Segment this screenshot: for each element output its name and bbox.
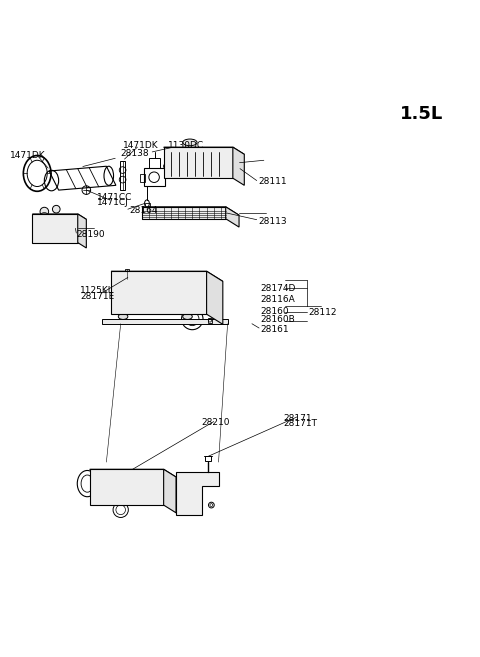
Polygon shape [176, 472, 218, 514]
Text: 1471DK: 1471DK [10, 151, 46, 160]
Bar [188, 303, 202, 309]
Ellipse shape [183, 313, 192, 319]
Bar [115, 284, 129, 290]
Polygon shape [90, 469, 176, 477]
Bar [144, 203, 150, 207]
Bar [115, 293, 129, 300]
Text: 28138: 28138 [83, 148, 149, 166]
Polygon shape [33, 214, 86, 219]
Text: 28190: 28190 [77, 229, 106, 238]
Ellipse shape [208, 304, 213, 308]
Bar [133, 284, 147, 290]
Ellipse shape [40, 208, 48, 216]
Bar [169, 274, 184, 281]
Text: 28160: 28160 [261, 307, 289, 316]
Polygon shape [78, 214, 86, 248]
Ellipse shape [208, 310, 212, 313]
Text: 28164: 28164 [129, 206, 158, 215]
Bar [133, 293, 147, 300]
Bar [124, 269, 129, 279]
Polygon shape [111, 271, 206, 314]
Text: 1125KL: 1125KL [80, 286, 114, 295]
Bar [151, 274, 166, 281]
Bar [149, 158, 160, 168]
Ellipse shape [52, 206, 60, 213]
Bar [115, 274, 129, 281]
Bar [140, 174, 144, 181]
Text: 1471CC: 1471CC [97, 193, 132, 202]
Text: 28171: 28171 [283, 414, 312, 422]
Ellipse shape [164, 164, 168, 169]
Text: 1471DK: 1471DK [123, 141, 159, 150]
Polygon shape [233, 147, 244, 185]
Bar [115, 303, 129, 309]
Polygon shape [111, 271, 223, 281]
Text: 28161: 28161 [261, 325, 289, 334]
Ellipse shape [207, 278, 213, 284]
Polygon shape [90, 469, 164, 505]
Bar [133, 303, 147, 309]
Text: 1471CJ: 1471CJ [97, 198, 129, 208]
Polygon shape [142, 207, 239, 215]
Bar [151, 293, 166, 300]
Bar [169, 303, 184, 309]
Text: 28171E: 28171E [80, 292, 114, 300]
Text: 28111: 28111 [258, 177, 287, 187]
Bar [205, 457, 211, 461]
Bar [188, 293, 202, 300]
Bar [151, 284, 166, 290]
Text: 28160B: 28160B [261, 315, 295, 325]
Bar [133, 274, 147, 281]
Text: 28210: 28210 [202, 419, 230, 428]
Polygon shape [33, 214, 78, 242]
Bar [169, 293, 184, 300]
Polygon shape [142, 207, 226, 219]
Bar [120, 162, 125, 190]
Bar [188, 284, 202, 290]
Polygon shape [164, 469, 176, 513]
Polygon shape [102, 319, 228, 324]
Ellipse shape [228, 164, 233, 169]
Ellipse shape [182, 508, 188, 514]
Polygon shape [206, 271, 223, 325]
Bar [144, 168, 165, 187]
Polygon shape [164, 147, 233, 178]
Text: 28171T: 28171T [283, 419, 317, 428]
Text: 28174D: 28174D [261, 284, 296, 294]
Ellipse shape [118, 313, 128, 319]
Text: 28116A: 28116A [261, 296, 295, 304]
Ellipse shape [208, 502, 214, 508]
Ellipse shape [183, 139, 197, 146]
Bar [151, 303, 166, 309]
Text: 28113: 28113 [258, 217, 287, 225]
Text: 1.5L: 1.5L [400, 104, 443, 123]
Text: 1130DC: 1130DC [168, 141, 204, 150]
Text: 28112: 28112 [308, 308, 337, 317]
Polygon shape [164, 147, 244, 154]
Bar [169, 284, 184, 290]
Ellipse shape [207, 286, 213, 292]
Bar [188, 274, 202, 281]
Bar [207, 318, 212, 323]
Polygon shape [226, 207, 239, 227]
